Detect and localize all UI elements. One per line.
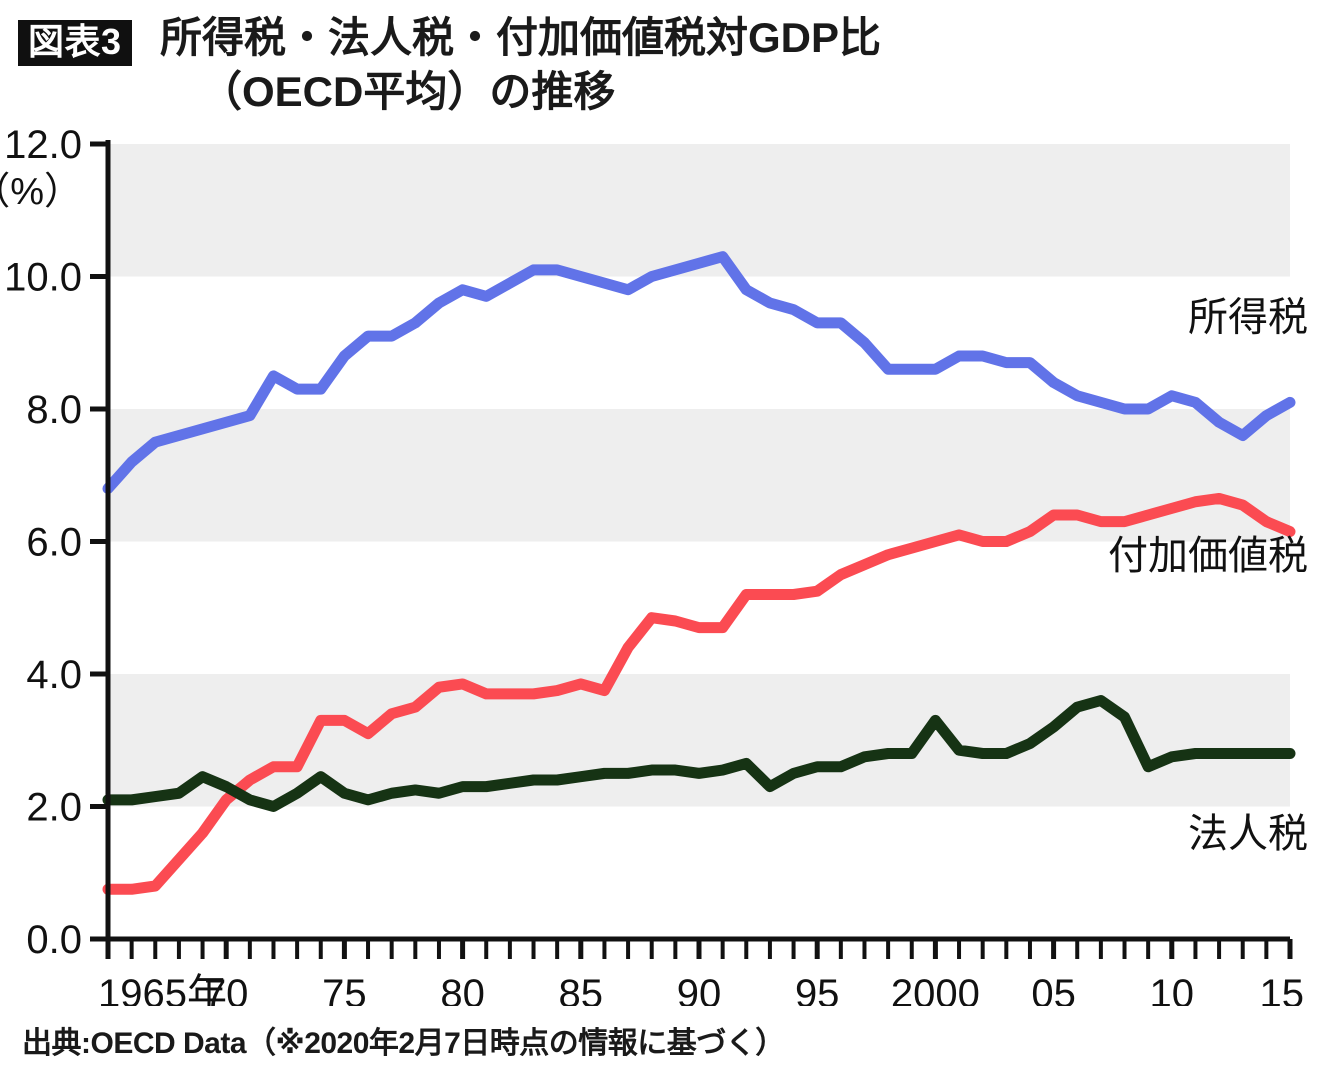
x-tick-label-15: 15 xyxy=(1260,972,1305,1006)
y-tick-label-2.0: 2.0 xyxy=(26,786,82,830)
y-tick-label-4.0: 4.0 xyxy=(26,653,82,697)
series-line-1 xyxy=(102,492,1296,895)
x-tick-label-85: 85 xyxy=(559,972,604,1006)
x-tick-label-80: 80 xyxy=(440,972,485,1006)
page-title-line-1: 所得税・法人税・付加価値税対GDP比 xyxy=(160,14,882,61)
series-label-0: 所得税 xyxy=(1188,295,1308,339)
x-tick-label-2000: 2000 xyxy=(891,972,980,1006)
source-note: 出典:OECD Data（※2020年2月7日時点の情報に基づく） xyxy=(22,1027,785,1060)
x-tick-label-05: 05 xyxy=(1031,972,1076,1006)
title-block: 図表3 所得税・法人税・付加価値税対GDP比 （OECD平均）の推移 xyxy=(0,6,1340,126)
series-label-2: 法人税 xyxy=(1188,812,1308,856)
x-tick-label-95: 95 xyxy=(795,972,840,1006)
page-title-line-2: （OECD平均）の推移 xyxy=(200,68,616,115)
x-tick-label-70: 70 xyxy=(204,972,249,1006)
x-tick-label-75: 75 xyxy=(322,972,367,1006)
chart-band-2 xyxy=(108,674,1290,807)
series-line-0 xyxy=(102,251,1296,494)
figure-number-badge: 図表3 xyxy=(18,20,132,66)
y-tick-label-12.0: 12.0 xyxy=(4,126,82,167)
x-tick-label-1965年: 1965年 xyxy=(98,972,227,1006)
series-line-2 xyxy=(102,695,1296,812)
y-tick-label-6.0: 6.0 xyxy=(26,521,82,565)
series-label-1: 付加価値税 xyxy=(1108,534,1308,578)
y-axis-unit-label: （%） xyxy=(0,171,82,213)
y-tick-label-0.0: 0.0 xyxy=(26,918,82,962)
x-tick-label-90: 90 xyxy=(677,972,722,1006)
x-tick-label-10: 10 xyxy=(1150,972,1195,1006)
y-tick-label-10.0: 10.0 xyxy=(4,256,82,300)
y-tick-label-8.0: 8.0 xyxy=(26,388,82,432)
chart-band-0 xyxy=(108,144,1290,277)
